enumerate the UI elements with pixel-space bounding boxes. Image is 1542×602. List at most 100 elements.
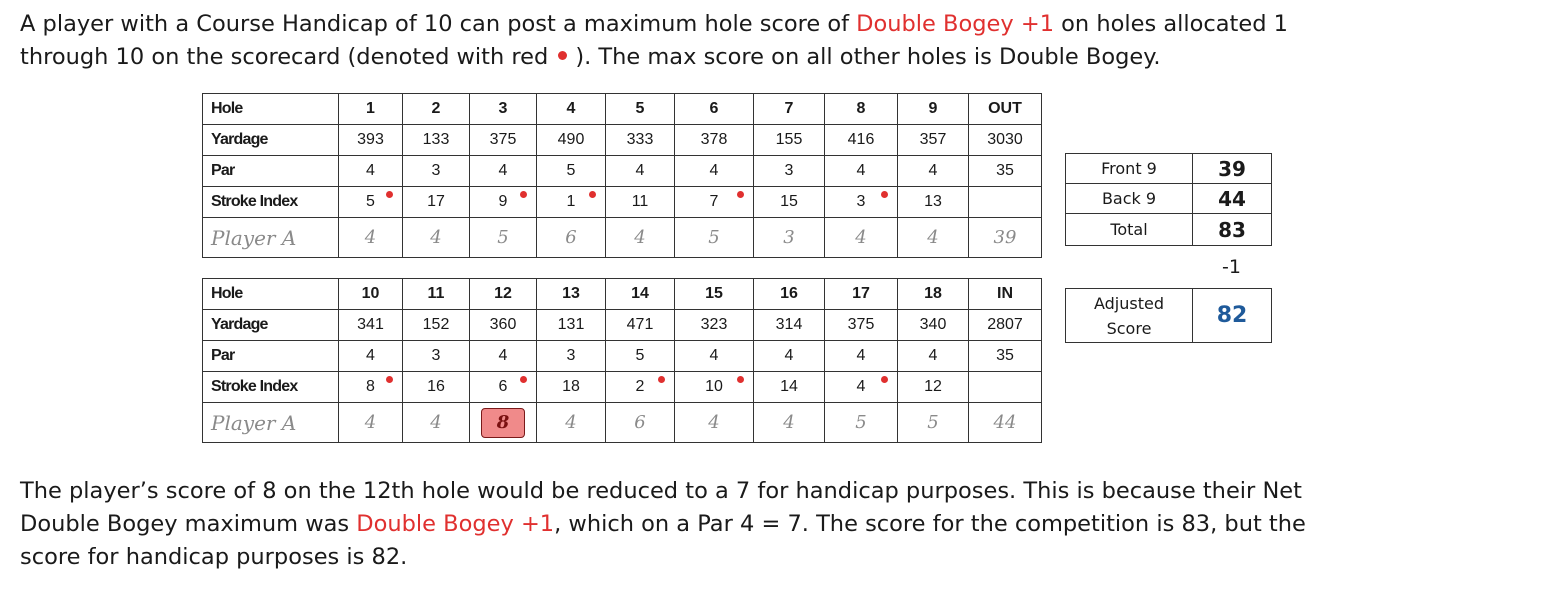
yardage-cell: 155 [753, 124, 825, 156]
yardage-value: 155 [775, 131, 803, 148]
player-value: 3 [783, 227, 795, 248]
explanation-text: , which on a Par 4 = 7. The score for th… [554, 511, 1306, 537]
yardage-cell: 375 [824, 309, 898, 341]
stroke-index-cell: 2 [605, 371, 675, 403]
red-dot-icon [881, 191, 888, 198]
par-value: 3 [431, 162, 441, 179]
stroke-index-cell [968, 186, 1042, 218]
hole-cell: 15 [674, 278, 754, 310]
hole-value: 10 [361, 285, 380, 302]
par-cell: 3 [753, 155, 825, 187]
red-dot-icon [881, 376, 888, 383]
yardage-cell: 131 [536, 309, 606, 341]
yardage-cell: 360 [469, 309, 537, 341]
player-value: 4 [783, 412, 795, 433]
stroke-index-value: 12 [924, 378, 942, 395]
yardage-value: 375 [847, 316, 875, 333]
player-value: 4 [634, 227, 646, 248]
explanation-text: score for handicap purposes is 82. [20, 544, 408, 570]
par-value: 4 [709, 347, 719, 364]
player-value: 5 [708, 227, 720, 248]
par-cell: 35 [968, 340, 1042, 372]
par-cell: 4 [338, 155, 403, 187]
player-cell: 4 [897, 217, 969, 258]
hole-cell: OUT [968, 93, 1042, 125]
hole-cell: 6 [674, 93, 754, 125]
par-value: 4 [856, 162, 866, 179]
player-value: 5 [855, 412, 867, 433]
adjusted-score-highlight: 8 [481, 407, 525, 438]
player-cell: 3 [753, 217, 825, 258]
stroke-index-cell [968, 371, 1042, 403]
yardage-cell: 333 [605, 124, 675, 156]
par-value: 3 [566, 347, 576, 364]
yardage-value: 360 [489, 316, 517, 333]
hole-value: 9 [928, 100, 938, 117]
summary-label: Back 9 [1065, 183, 1193, 214]
par-value: 4 [856, 347, 866, 364]
summary-row-total: Total 83 [1065, 213, 1272, 246]
par-value: 5 [635, 347, 645, 364]
row-label: Par [202, 155, 339, 187]
player-value: 6 [634, 412, 646, 433]
hole-cell: 2 [402, 93, 470, 125]
yardage-cell: 490 [536, 124, 606, 156]
red-dot-icon [558, 51, 568, 60]
hole-cell: 1 [338, 93, 403, 125]
adjusted-score-value: 82 [1192, 288, 1272, 343]
par-cell: 4 [605, 155, 675, 187]
summary-row-front: Front 9 39 [1065, 153, 1272, 184]
yardage-cell: 357 [897, 124, 969, 156]
red-dot-icon [386, 376, 393, 383]
hole-value: 17 [852, 285, 870, 302]
stroke-index-cell: 7 [674, 186, 754, 218]
yardage-value: 340 [919, 316, 947, 333]
adjusted-score-table: Adjusted Score 82 [1065, 288, 1272, 343]
stroke-index-value: 3 [856, 193, 866, 210]
hole-value: 15 [705, 285, 723, 302]
stroke-index-value: 2 [635, 378, 645, 395]
player-cell: 4 [824, 217, 898, 258]
stroke-index-cell: 9 [469, 186, 537, 218]
par-cell: 4 [824, 155, 898, 187]
par-value: 4 [498, 347, 508, 364]
hole-value: 6 [709, 100, 719, 117]
stroke-index-value: 11 [631, 193, 649, 210]
row-label: Par [202, 340, 339, 372]
par-cell: 4 [469, 155, 537, 187]
yardage-value: 490 [557, 131, 585, 148]
par-cell: 4 [824, 340, 898, 372]
stroke-index-cell: 16 [402, 371, 470, 403]
hole-value: 11 [427, 285, 445, 302]
stroke-index-value: 14 [780, 378, 798, 395]
par-value: 4 [784, 347, 794, 364]
yardage-value: 375 [489, 131, 517, 148]
front-nine-scorecard: Hole 1 2 3 4 5 6 7 8 9 OUT Yardage 393 133 375 490 333 37… [202, 93, 1042, 258]
hole-value: 5 [635, 100, 645, 117]
hole-cell: 14 [605, 278, 675, 310]
yardage-value: 131 [557, 316, 585, 333]
row-hole: Hole 1 2 3 4 5 6 7 8 9 OUT [202, 93, 1042, 125]
player-value: 4 [364, 412, 377, 433]
hole-value: 14 [631, 285, 649, 302]
stroke-index-value: 16 [427, 378, 445, 395]
row-label: Yardage [202, 309, 339, 341]
yardage-cell: 133 [402, 124, 470, 156]
yardage-cell: 416 [824, 124, 898, 156]
par-cell: 4 [897, 340, 969, 372]
player-value: 5 [927, 412, 939, 433]
stroke-index-cell: 1 [536, 186, 606, 218]
stroke-index-cell: 6 [469, 371, 537, 403]
player-value: 39 [993, 227, 1017, 248]
yardage-cell: 314 [753, 309, 825, 341]
hole-cell: 5 [605, 93, 675, 125]
player-cell: 5 [824, 402, 898, 443]
row-stroke-index: Stroke Index 8 16 6 18 2 10 14 4 12 [202, 371, 1042, 403]
par-value: 4 [498, 162, 508, 179]
player-value: 6 [565, 227, 577, 248]
yardage-cell: 3030 [968, 124, 1042, 156]
intro-text: ). The max score on all other holes is D… [575, 44, 1161, 70]
hole-value: IN [997, 285, 1013, 302]
hole-value: 1 [366, 100, 375, 117]
hole-cell: 7 [753, 93, 825, 125]
